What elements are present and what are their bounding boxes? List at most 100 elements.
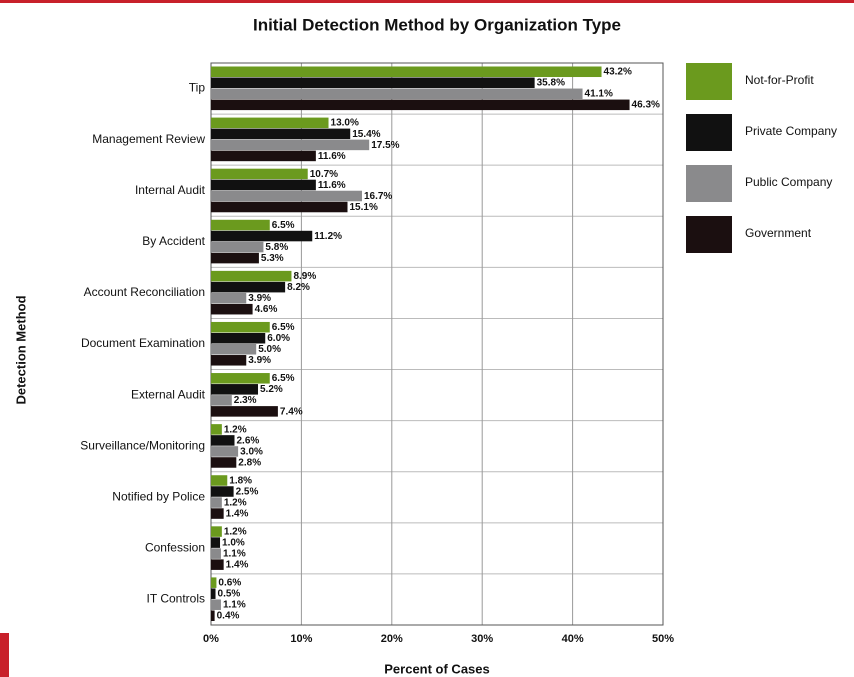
value-label: 5.0% <box>258 344 281 355</box>
bar <box>211 230 313 242</box>
bar <box>211 384 259 395</box>
value-label: 6.5% <box>272 220 295 231</box>
y-tick-label: Confession <box>145 541 205 555</box>
value-label: 1.1% <box>223 600 246 611</box>
value-label: 1.2% <box>224 424 247 435</box>
bar <box>211 588 216 599</box>
value-label: 3.9% <box>248 293 271 304</box>
x-axis-label: Percent of Cases <box>384 661 490 676</box>
top-rule <box>0 0 854 3</box>
bar <box>211 292 247 304</box>
legend-label: Not-for-Profit <box>745 73 814 87</box>
bar <box>211 344 257 355</box>
value-label: 1.0% <box>222 537 245 548</box>
bar <box>211 577 217 588</box>
bar <box>211 252 259 264</box>
bar <box>211 150 316 162</box>
value-label: 3.0% <box>240 446 263 457</box>
y-tick-label: IT Controls <box>147 592 205 606</box>
bar <box>211 219 270 231</box>
bar <box>211 548 221 559</box>
value-label: 5.3% <box>261 253 284 264</box>
chart-title: Initial Detection Method by Organization… <box>253 15 621 34</box>
bar <box>211 406 278 417</box>
x-tick-label: 30% <box>471 633 493 645</box>
value-label: 2.5% <box>236 486 259 497</box>
legend-label: Public Company <box>745 175 832 189</box>
bar <box>211 303 253 315</box>
value-label: 0.5% <box>218 589 241 600</box>
bar <box>211 497 222 508</box>
bar <box>211 599 221 610</box>
legend-swatch <box>686 165 732 202</box>
value-label: 10.7% <box>310 169 338 180</box>
value-label: 0.6% <box>218 578 241 589</box>
x-tick-label: 50% <box>652 633 674 645</box>
value-label: 2.3% <box>234 395 257 406</box>
legend-swatch <box>686 216 732 253</box>
bar <box>211 88 583 100</box>
bar <box>211 537 221 548</box>
value-label: 17.5% <box>371 140 399 151</box>
value-label: 1.2% <box>224 526 247 537</box>
value-label: 0.4% <box>217 611 240 622</box>
bar <box>211 99 630 111</box>
value-label: 15.1% <box>350 202 378 213</box>
bar <box>211 190 362 202</box>
bar <box>211 168 308 180</box>
y-tick-label: By Accident <box>142 234 205 248</box>
corner-tab <box>0 633 9 677</box>
bar <box>211 201 348 213</box>
y-tick-label: Surveillance/Monitoring <box>80 438 205 452</box>
bar <box>211 446 239 457</box>
value-label: 11.2% <box>314 231 342 242</box>
bar <box>211 281 286 293</box>
bar <box>211 66 602 78</box>
value-label: 4.6% <box>255 304 278 315</box>
value-label: 5.8% <box>265 242 288 253</box>
y-tick-label: External Audit <box>131 387 206 401</box>
bar <box>211 424 222 435</box>
value-label: 35.8% <box>537 78 565 89</box>
value-label: 2.6% <box>237 435 260 446</box>
bar <box>211 77 535 89</box>
value-label: 8.9% <box>293 271 316 282</box>
y-tick-label: Management Review <box>92 132 205 146</box>
value-label: 1.4% <box>226 508 249 519</box>
value-label: 8.2% <box>287 282 310 293</box>
legend-label: Government <box>745 226 812 240</box>
value-label: 7.4% <box>280 406 303 417</box>
bar <box>211 241 264 253</box>
value-label: 1.1% <box>223 549 246 560</box>
value-label: 43.2% <box>604 67 632 78</box>
legend-label: Private Company <box>745 124 837 138</box>
x-tick-label: 0% <box>203 633 219 645</box>
y-tick-label: Account Reconciliation <box>84 285 205 299</box>
value-label: 1.2% <box>224 497 247 508</box>
value-label: 1.4% <box>226 560 249 571</box>
legend-swatch <box>686 63 732 100</box>
value-label: 6.5% <box>272 322 295 333</box>
bar <box>211 179 316 191</box>
bar <box>211 526 222 537</box>
bar <box>211 270 292 282</box>
bar <box>211 508 224 519</box>
bar <box>211 486 234 497</box>
value-label: 16.7% <box>364 191 392 202</box>
bar <box>211 457 237 468</box>
x-tick-label: 20% <box>381 633 403 645</box>
bar <box>211 355 247 366</box>
bar <box>211 373 270 384</box>
bar <box>211 395 232 406</box>
bar <box>211 332 266 344</box>
bar <box>211 117 329 129</box>
y-tick-label: Internal Audit <box>135 183 206 197</box>
value-label: 3.9% <box>248 355 271 366</box>
x-tick-label: 40% <box>562 633 584 645</box>
y-axis-label: Detection Method <box>13 295 28 404</box>
value-label: 41.1% <box>585 89 613 100</box>
x-tick-label: 10% <box>290 633 312 645</box>
value-label: 6.0% <box>267 333 290 344</box>
bar <box>211 128 351 140</box>
